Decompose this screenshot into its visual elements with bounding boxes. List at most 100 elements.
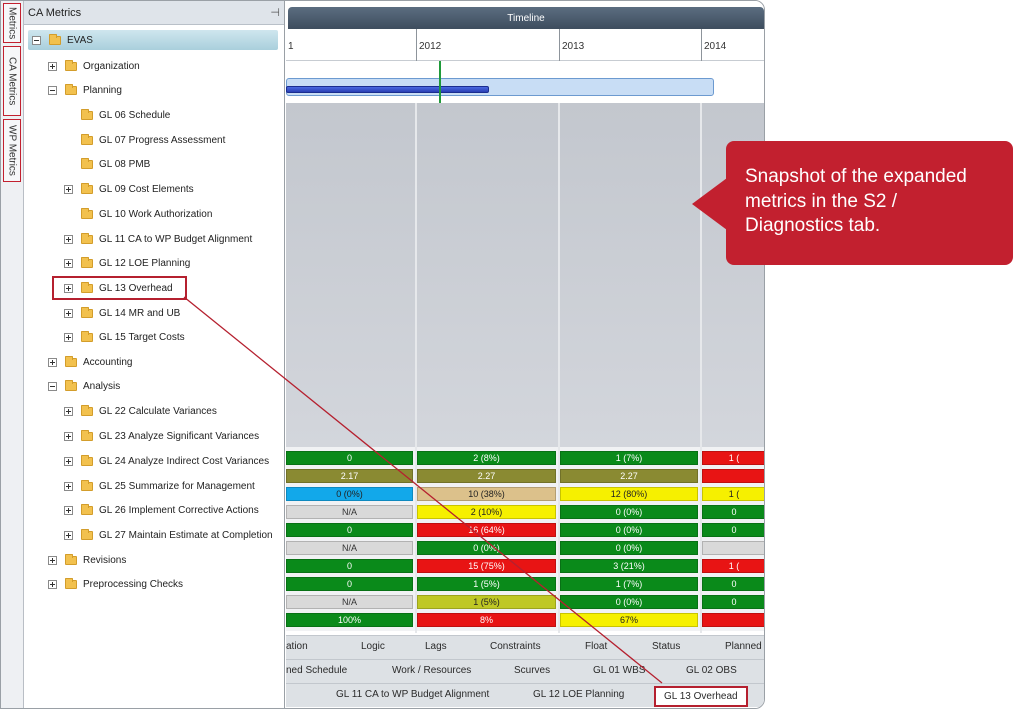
tree-item[interactable]: Organization — [48, 56, 140, 76]
expand-icon[interactable] — [64, 505, 73, 515]
metric-cell[interactable]: 0 — [286, 577, 413, 591]
collapse-icon[interactable] — [48, 381, 57, 391]
tree-item[interactable]: GL 06 Schedule — [64, 105, 170, 125]
expand-icon[interactable] — [64, 234, 73, 244]
metric-tab[interactable]: Logic — [361, 641, 385, 652]
metric-tab[interactable]: Work / Resources — [392, 665, 472, 676]
metric-cell[interactable]: 0 (0%) — [560, 523, 698, 537]
tree-item[interactable]: GL 22 Calculate Variances — [64, 401, 217, 421]
metric-tab[interactable]: ned Schedule — [286, 665, 348, 676]
expand-icon[interactable] — [64, 406, 73, 416]
tree-item[interactable]: GL 07 Progress Assessment — [64, 130, 225, 150]
metric-cell[interactable]: 0 — [702, 505, 764, 519]
tree-item[interactable]: GL 15 Target Costs — [64, 327, 185, 347]
tree-item[interactable]: GL 26 Implement Corrective Actions — [64, 500, 259, 520]
tree-item[interactable]: Revisions — [48, 550, 126, 570]
metric-cell[interactable]: 15 (75%) — [417, 559, 556, 573]
metric-cell[interactable]: N/A — [286, 595, 413, 609]
metric-cell[interactable]: 2.17 — [286, 469, 413, 483]
metric-cell[interactable]: N/A — [286, 541, 413, 555]
expand-icon[interactable] — [64, 530, 73, 540]
tree-item[interactable]: GL 14 MR and UB — [64, 303, 180, 323]
metric-cell[interactable]: 12 (80%) — [560, 487, 698, 501]
tree-item[interactable]: GL 27 Maintain Estimate at Completion — [64, 525, 273, 545]
metric-cell[interactable] — [702, 541, 764, 555]
metric-tab[interactable]: Status — [652, 641, 681, 652]
metric-cell[interactable]: 3 (21%) — [560, 559, 698, 573]
metric-cell[interactable]: 2 (10%) — [417, 505, 556, 519]
metric-cell[interactable]: 1 ( — [702, 487, 764, 501]
metric-cell[interactable]: 0 — [702, 595, 764, 609]
tree-item[interactable]: GL 10 Work Authorization — [64, 204, 212, 224]
side-tab-metrics[interactable]: Metrics — [3, 3, 21, 43]
expand-icon[interactable] — [64, 481, 73, 491]
metric-cell[interactable]: 0 — [702, 577, 764, 591]
metric-tab[interactable]: GL 02 OBS — [686, 665, 737, 676]
side-tab-wp-metrics[interactable]: WP Metrics — [3, 119, 21, 182]
metric-cell[interactable]: 8% — [417, 613, 556, 627]
expand-icon[interactable] — [64, 456, 73, 466]
metric-cell[interactable]: 0 (0%) — [417, 541, 556, 555]
metric-cell[interactable]: 0 (0%) — [560, 595, 698, 609]
tree-item[interactable]: Preprocessing Checks — [48, 574, 183, 594]
metric-tab[interactable]: ation — [286, 641, 308, 652]
metric-tab[interactable]: Lags — [425, 641, 447, 652]
tree-item[interactable]: Planning — [48, 80, 122, 100]
tree-item[interactable]: GL 13 Overhead — [52, 276, 187, 300]
metric-cell[interactable] — [702, 613, 764, 627]
collapse-icon[interactable] — [32, 35, 41, 45]
metric-cell[interactable]: 1 ( — [702, 451, 764, 465]
tree-item[interactable]: GL 25 Summarize for Management — [64, 476, 255, 496]
side-tab-ca-metrics[interactable]: CA Metrics — [3, 46, 21, 116]
metric-cell[interactable]: 16 (64%) — [417, 523, 556, 537]
expand-icon[interactable] — [64, 258, 73, 268]
metric-cell[interactable]: 1 (5%) — [417, 577, 556, 591]
expand-icon[interactable] — [48, 555, 57, 565]
metric-cell[interactable]: 1 (7%) — [560, 451, 698, 465]
metric-cell[interactable]: 0 — [286, 559, 413, 573]
expand-icon[interactable] — [48, 579, 57, 589]
tree-item[interactable]: GL 24 Analyze Indirect Cost Variances — [64, 451, 269, 471]
tree-item[interactable]: Accounting — [48, 352, 132, 372]
metric-tab[interactable]: Planned — [725, 641, 762, 652]
metric-tab[interactable]: Scurves — [514, 665, 551, 676]
metric-cell[interactable]: 0 — [702, 523, 764, 537]
metric-tab[interactable]: GL 01 WBS — [593, 665, 646, 676]
metric-cell[interactable]: 100% — [286, 613, 413, 627]
collapse-icon[interactable] — [48, 85, 57, 95]
expand-icon[interactable] — [64, 431, 73, 441]
pin-icon[interactable]: ⊣ — [270, 7, 280, 19]
metric-cell[interactable]: 0 (0%) — [560, 541, 698, 555]
metric-cell[interactable]: 10 (38%) — [417, 487, 556, 501]
expand-icon[interactable] — [64, 184, 73, 194]
metric-cell[interactable]: N/A — [286, 505, 413, 519]
metric-cell[interactable]: 1 (7%) — [560, 577, 698, 591]
metric-tab[interactable]: GL 11 CA to WP Budget Alignment — [336, 689, 490, 700]
metric-cell[interactable]: 2.27 — [560, 469, 698, 483]
tree-item[interactable]: GL 23 Analyze Significant Variances — [64, 426, 259, 446]
expand-icon[interactable] — [48, 357, 57, 367]
tree-item[interactable]: GL 08 PMB — [64, 154, 150, 174]
metric-cell[interactable]: 0 — [286, 523, 413, 537]
tree-item[interactable]: GL 12 LOE Planning — [64, 253, 190, 273]
tree-item[interactable]: GL 09 Cost Elements — [64, 179, 194, 199]
metric-cell[interactable] — [702, 469, 764, 483]
tree-item[interactable]: EVAS — [28, 30, 278, 50]
expand-icon[interactable] — [64, 308, 73, 318]
metric-tab[interactable]: GL 12 LOE Planning — [533, 689, 625, 700]
expand-icon[interactable] — [64, 332, 73, 342]
metric-tab[interactable]: GL 13 Overhead — [654, 686, 748, 707]
expand-icon[interactable] — [48, 61, 57, 71]
metric-tab[interactable]: Float — [585, 641, 608, 652]
expand-icon[interactable] — [64, 283, 73, 293]
metric-cell[interactable]: 1 ( — [702, 559, 764, 573]
metric-cell[interactable]: 0 (0%) — [286, 487, 413, 501]
metric-cell[interactable]: 0 — [286, 451, 413, 465]
tree-item[interactable]: GL 11 CA to WP Budget Alignment — [64, 229, 252, 249]
metric-tab[interactable]: Constraints — [490, 641, 541, 652]
tree-item[interactable]: Analysis — [48, 376, 120, 396]
metric-cell[interactable]: 67% — [560, 613, 698, 627]
progress-bar[interactable] — [286, 86, 489, 93]
metric-cell[interactable]: 2.27 — [417, 469, 556, 483]
metric-cell[interactable]: 1 (5%) — [417, 595, 556, 609]
